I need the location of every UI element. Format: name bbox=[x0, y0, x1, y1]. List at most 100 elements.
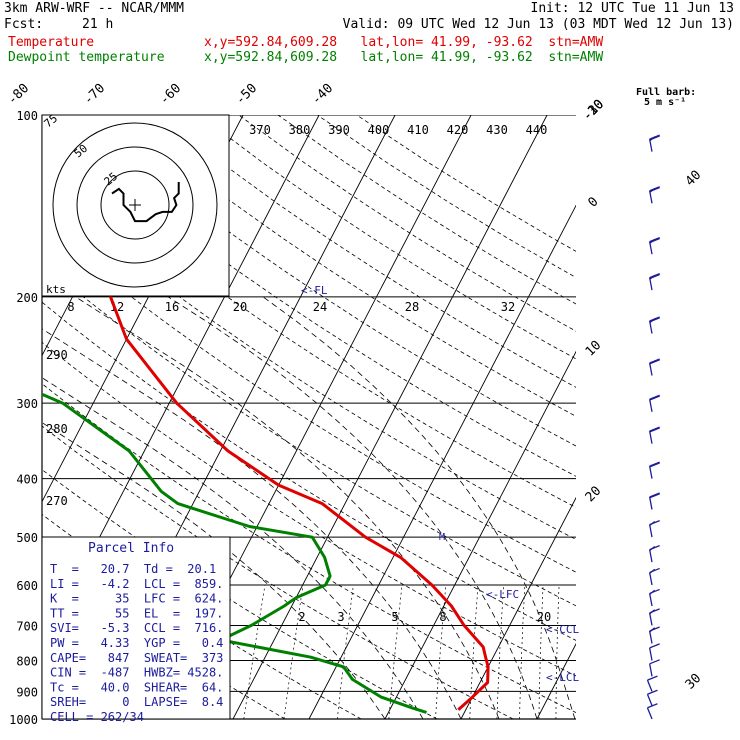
pressure-label: 700 bbox=[16, 619, 38, 633]
parcel-info-title: Parcel Info bbox=[88, 541, 174, 556]
lcl-annotation: <-LCL bbox=[546, 671, 579, 684]
wind-barb-feather bbox=[649, 609, 656, 615]
wind-barb-feather bbox=[649, 492, 660, 498]
wind-barb-feather bbox=[647, 675, 658, 681]
wind-barb-feather bbox=[649, 493, 660, 499]
wind-barb-staff bbox=[649, 362, 653, 376]
temperature-tick-label: 0 bbox=[585, 194, 601, 210]
mixing-ratio-label: 32 bbox=[501, 300, 515, 314]
wind-barb-staff bbox=[649, 630, 653, 644]
hodograph-ring-50 bbox=[76, 146, 194, 264]
dry-adiabat bbox=[81, 115, 576, 447]
wind-barb bbox=[649, 567, 660, 586]
wind-barb bbox=[649, 237, 660, 255]
mixing-ratio-line bbox=[555, 584, 560, 719]
mixing-ratio-line bbox=[519, 584, 526, 719]
wind-marker: M bbox=[439, 532, 445, 543]
wind-barb-feather bbox=[649, 643, 660, 649]
isotherm bbox=[232, 115, 548, 719]
temperature-tick-label: -80 bbox=[5, 81, 32, 108]
wind-barb-staff bbox=[649, 647, 653, 661]
wind-barb-feather bbox=[647, 703, 658, 709]
wind-barb-staff bbox=[649, 663, 653, 677]
temperature-tick-label: 30 bbox=[683, 671, 705, 693]
wind-barb-staff bbox=[649, 241, 653, 255]
wind-barb bbox=[649, 316, 660, 334]
ccl-annotation: <-CCL bbox=[546, 623, 579, 636]
isotherm bbox=[308, 204, 576, 719]
wind-barb-feather bbox=[649, 461, 660, 467]
temperature-legend: Temperature bbox=[8, 35, 95, 50]
theta-label-top: 430 bbox=[486, 123, 508, 137]
wind-barb bbox=[649, 643, 660, 661]
wind-barb-feather bbox=[649, 520, 656, 526]
wind-barb-feather bbox=[649, 238, 656, 244]
wind-barb-feather bbox=[649, 568, 656, 574]
mixing-ratio-label: 8 bbox=[67, 300, 74, 314]
parcel-info-row: TT = 55 EL = 197. bbox=[50, 606, 223, 620]
mixing-ratio-label-low: 3 bbox=[337, 610, 344, 624]
moist-adiabat bbox=[75, 296, 500, 719]
wind-barb-feather bbox=[649, 462, 660, 468]
mixing-ratio-labels: 8 12 16 20 24 28 322 3 5 8 20 bbox=[67, 300, 551, 624]
parcel-info-panel: Parcel Info T = 20.7 Td = 20.1LI = -4.2 … bbox=[41, 536, 231, 724]
parcel-info-row: K = 35 LFC = 624. bbox=[50, 592, 223, 606]
wind-barb-staff bbox=[646, 679, 653, 692]
wind-barb bbox=[649, 626, 660, 644]
pressure-label: 100 bbox=[16, 109, 38, 123]
hodograph-trace bbox=[111, 182, 180, 223]
wind-barb-staff bbox=[649, 277, 653, 291]
wind-barb bbox=[649, 461, 660, 479]
moist-adiabat bbox=[42, 422, 386, 719]
pressure-label: 600 bbox=[16, 579, 38, 593]
parcel-info-row: PW = 4.33 YGP = 0.4 bbox=[50, 636, 223, 650]
mixing-ratio-label-low: 2 bbox=[298, 610, 305, 624]
wind-barb-staff bbox=[649, 572, 653, 586]
barb-legend-line1: Full barb: bbox=[636, 87, 696, 98]
dry-adiabat bbox=[42, 262, 576, 607]
dry-adiabat bbox=[42, 224, 576, 573]
temperature-tick-label: -60 bbox=[157, 81, 184, 108]
pressure-label: 500 bbox=[16, 531, 38, 545]
isotherm bbox=[613, 115, 740, 719]
wind-barb-staff bbox=[649, 320, 653, 334]
theta-label-top: 410 bbox=[407, 123, 429, 137]
temperature-tick-label: -40 bbox=[309, 81, 336, 108]
mixing-ratio-line bbox=[496, 584, 505, 719]
wind-barb-feather bbox=[649, 318, 656, 324]
wind-barb-feather bbox=[647, 689, 658, 695]
wind-barb-feather bbox=[649, 659, 660, 665]
wind-barbs bbox=[646, 134, 660, 720]
dewpoint-location: x,y=592.84,609.28 lat,lon= 41.99, -93.62… bbox=[204, 50, 604, 65]
mixing-ratio-label-low: 20 bbox=[537, 610, 551, 624]
wind-barb-feather bbox=[649, 136, 656, 142]
wind-barb-feather bbox=[649, 589, 656, 595]
wind-barb-staff bbox=[649, 138, 653, 152]
wind-barb-feather bbox=[649, 545, 656, 551]
wind-barb bbox=[646, 689, 658, 706]
valid-time: Valid: 09 UTC Wed 12 Jun 13 (03 MDT Wed … bbox=[342, 17, 734, 32]
pressure-label: 200 bbox=[16, 291, 38, 305]
wind-barb-staff bbox=[649, 549, 653, 563]
model-title: 3km ARW-WRF -- NCAR/MMM bbox=[4, 1, 185, 16]
mixing-ratio-label-low: 5 bbox=[391, 610, 398, 624]
lfc-annotation: <-LFC bbox=[486, 588, 519, 601]
mixing-ratio-line bbox=[435, 584, 447, 719]
mixing-ratio-label: 20 bbox=[233, 300, 247, 314]
dewpoint-profile bbox=[42, 392, 427, 714]
hodograph-ring-25 bbox=[100, 170, 170, 240]
wind-barb bbox=[649, 358, 660, 376]
wind-barb bbox=[649, 545, 660, 563]
fl-annotation: <-FL bbox=[301, 284, 328, 297]
theta-label-top: 440 bbox=[526, 123, 548, 137]
wind-barb-staff bbox=[646, 694, 653, 706]
dry-adiabat bbox=[42, 115, 576, 477]
wind-barb-feather bbox=[649, 395, 660, 401]
theta-label-top: 370 bbox=[249, 123, 271, 137]
hodograph-units: kts bbox=[46, 283, 66, 296]
temperature-tick-label: -70 bbox=[81, 81, 108, 108]
temperature-tick-label: 10 bbox=[583, 338, 605, 360]
wind-barb-staff bbox=[649, 496, 653, 510]
wind-barb-staff bbox=[649, 465, 653, 479]
